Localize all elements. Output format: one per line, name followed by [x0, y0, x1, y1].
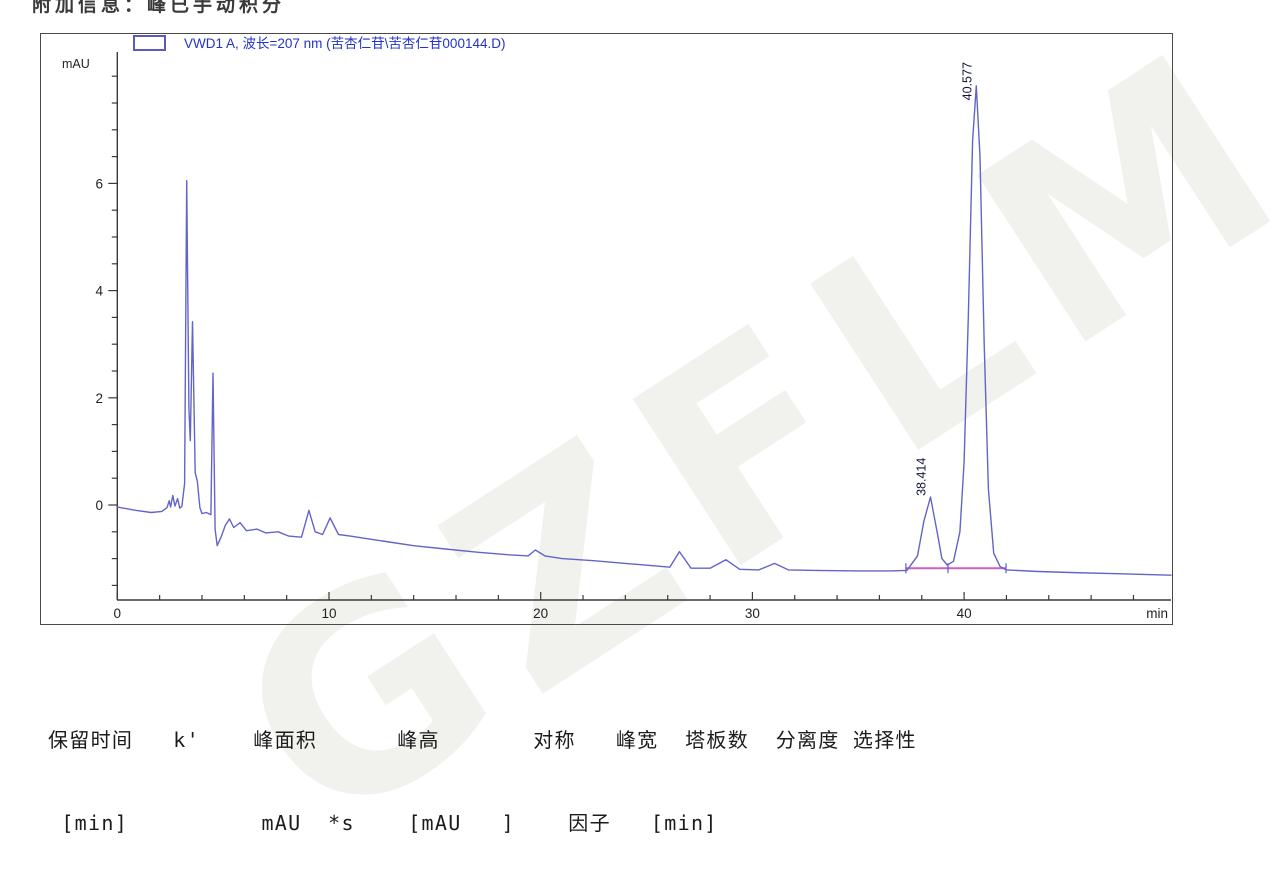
peak-results-table: 保留时间 k' 峰面积 峰高 对称 峰宽 塔板数 分离度 选择性 [min] m…: [48, 672, 1009, 886]
x-axis-unit-label: min: [1146, 606, 1168, 621]
legend-color-box: [133, 35, 166, 51]
y-tick-label: 6: [95, 176, 103, 191]
peak-rt-label: 38.414: [915, 458, 929, 496]
peak-rt-label: 40.577: [960, 62, 974, 100]
table-units-line: [min] mAU *s [mAU ] 因子 [min]: [48, 810, 718, 835]
x-tick-label: 0: [114, 606, 122, 621]
x-tick-label: 30: [745, 606, 760, 621]
y-tick-label: 4: [95, 284, 103, 299]
additional-info-note: 附加信息：峰已手动积分: [32, 0, 286, 16]
chromatogram-trace: [117, 85, 1172, 576]
y-tick-label: 2: [95, 391, 103, 406]
legend-label: VWD1 A, 波长=207 nm (苦杏仁苷\苦杏仁苷000144.D): [184, 36, 506, 51]
chart-frame: [40, 33, 1173, 625]
x-tick-label: 40: [957, 606, 972, 621]
x-tick-label: 20: [533, 606, 548, 621]
y-tick-label: 0: [95, 498, 103, 513]
table-header-line: 保留时间 k' 峰面积 峰高 对称 峰宽 塔板数 分离度 选择性: [48, 728, 917, 752]
x-tick-label: 10: [321, 606, 336, 621]
y-axis-unit-label: mAU: [62, 57, 90, 71]
